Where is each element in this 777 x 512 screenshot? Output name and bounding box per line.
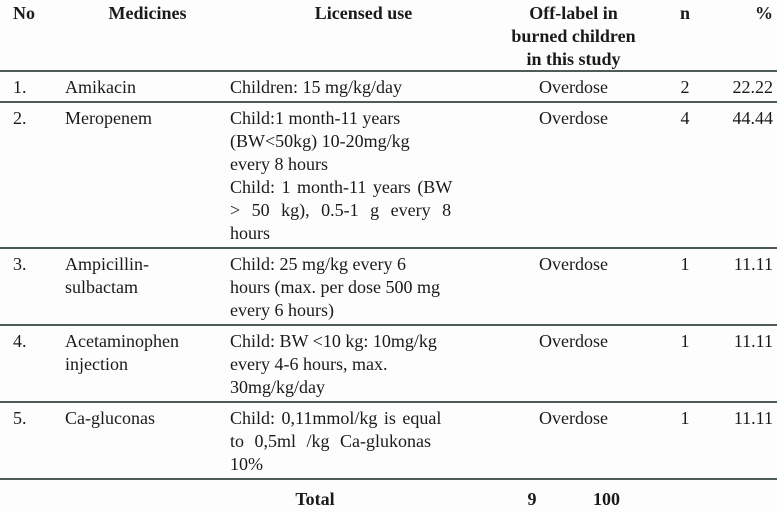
header-percent: %: [755, 3, 773, 23]
table-header-row: No Medicines Licensed use Off-label in b…: [0, 0, 777, 72]
off-label-category: Overdose: [539, 331, 608, 351]
percent-value: 44.44: [732, 108, 774, 128]
row-number: 5.: [13, 408, 27, 428]
table-row: 2. Meropenem Child:1 month-11 years (BW<50k…: [0, 103, 777, 249]
header-off-label-line-2: burned children: [511, 26, 636, 46]
medicine-name: Ca-gluconas: [65, 408, 155, 428]
total-percent: 100: [593, 489, 620, 509]
medicine-name: Ampicillin-sulbactam: [65, 254, 149, 297]
table-total-row: Total 9 100: [0, 480, 777, 512]
percent-value: 11.11: [733, 331, 773, 351]
row-number: 2.: [13, 108, 27, 128]
table-row: 4. Acetaminophen injection Child: BW <10 kg…: [0, 326, 777, 403]
off-label-category: Overdose: [539, 108, 608, 128]
count-n: 1: [680, 408, 690, 428]
off-label-category: Overdose: [539, 254, 608, 274]
medicine-name: Acetaminophen injection: [65, 331, 179, 374]
header-off-label-line-1: Off-label in: [529, 3, 618, 23]
medicine-name: Amikacin: [65, 77, 136, 97]
percent-value: 11.11: [733, 408, 773, 428]
header-medicines: Medicines: [108, 3, 187, 23]
header-off-label: Off-label in burned children in this stu…: [497, 0, 650, 70]
total-n: 9: [527, 489, 537, 509]
table-row: 1. Amikacin Children: 15 mg/kg/day Overdose…: [0, 72, 777, 103]
licensed-use-text: Child:1 month-11 years (BW<50kg) 10-20mg/…: [230, 108, 453, 243]
count-n: 1: [680, 254, 690, 274]
medicine-name: Meropenem: [65, 108, 152, 128]
licensed-use-text: Child: 25 mg/kg every 6 hours (max. per d…: [230, 254, 440, 320]
header-licensed-use: Licensed use: [314, 3, 413, 23]
percent-value: 11.11: [733, 254, 773, 274]
off-label-category: Overdose: [539, 77, 608, 97]
percent-value: 22.22: [732, 77, 774, 97]
count-n: 4: [680, 108, 690, 128]
off-label-category: Overdose: [539, 408, 608, 428]
table-row: 3. Ampicillin-sulbactam Child: 25 mg/kg ev…: [0, 249, 777, 326]
row-number: 3.: [13, 254, 27, 274]
licensed-use-text: Child: BW <10 kg: 10mg/kg every 4-6 hours…: [230, 331, 437, 397]
header-n: n: [679, 3, 690, 23]
row-number: 4.: [13, 331, 27, 351]
count-n: 1: [680, 331, 690, 351]
count-n: 2: [680, 77, 690, 97]
header-no: No: [13, 3, 35, 23]
licensed-use-text: Children: 15 mg/kg/day: [230, 77, 402, 97]
row-number: 1.: [13, 77, 27, 97]
header-off-label-line-3: in this study: [526, 49, 621, 69]
table-body: 1. Amikacin Children: 15 mg/kg/day Overdose…: [0, 72, 777, 480]
total-label: Total: [295, 489, 335, 509]
table-row: 5. Ca-gluconas Child: 0,11mmol/kg is equal…: [0, 403, 777, 480]
licensed-use-text: Child: 0,11mmol/kg is equal to 0,5ml /kg …: [230, 408, 442, 474]
